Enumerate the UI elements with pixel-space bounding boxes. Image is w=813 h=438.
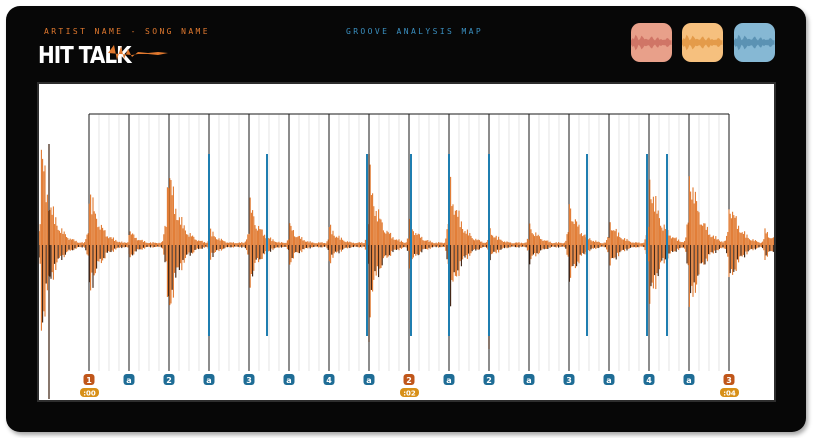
waveform-thumb-icon [734, 34, 775, 51]
time-label-text: :04 [723, 390, 736, 398]
thumbnail-blue[interactable] [734, 23, 775, 62]
beat-marker-6[interactable]: 4 [323, 374, 335, 385]
beat-marker-label: a [686, 376, 691, 385]
beat-marker-label: a [526, 376, 531, 385]
waveform-thumb-icon [631, 34, 672, 51]
thumbnail-orange[interactable] [682, 23, 723, 62]
audio-waveform [39, 144, 774, 399]
beat-marker-14[interactable]: 4 [643, 374, 655, 385]
time-label-text: :00 [83, 390, 96, 398]
beat-marker-3[interactable]: a [203, 374, 215, 385]
beat-marker-label: a [606, 376, 611, 385]
time-label-text: :02 [403, 390, 416, 398]
beat-marker-row: 1 a 2 a 3 a 4 a 2 a 2 a 3 a 4 a 3 [83, 374, 735, 385]
logo-wave-icon [108, 45, 168, 60]
beat-marker-label: a [126, 376, 131, 385]
beat-marker-label: 3 [566, 376, 572, 385]
beat-marker-13[interactable]: a [603, 374, 615, 385]
beat-marker-0[interactable]: 1 [83, 374, 95, 385]
waveform-thumb-icon [682, 34, 723, 51]
beat-marker-15[interactable]: a [683, 374, 695, 385]
beat-marker-label: 4 [326, 376, 332, 385]
groove-map-svg: 1 a 2 a 3 a 4 a 2 a 2 a 3 a 4 a 3 :00 :02 :04 [39, 113, 774, 399]
hit-lines [208, 154, 668, 336]
beat-marker-label: 1 [86, 376, 92, 385]
beat-marker-label: 2 [166, 376, 172, 385]
beat-marker-label: 2 [486, 376, 492, 385]
groove-map-panel: 1 a 2 a 3 a 4 a 2 a 2 a 3 a 4 a 3 :00 :02 :04 [37, 82, 776, 402]
artist-song-title: ARTIST NAME - SONG NAME [44, 27, 210, 36]
beat-marker-label: 4 [646, 376, 652, 385]
beat-marker-7[interactable]: a [363, 374, 375, 385]
beat-marker-12[interactable]: 3 [563, 374, 575, 385]
beat-marker-label: a [446, 376, 451, 385]
beat-marker-label: a [206, 376, 211, 385]
beat-marker-10[interactable]: 2 [483, 374, 495, 385]
time-labels: :00 :02 :04 [80, 388, 739, 398]
time-label-0: :00 [80, 388, 99, 398]
time-label-1: :02 [400, 388, 419, 398]
groove-analysis-title: GROOVE ANALYSIS MAP [346, 27, 484, 36]
beat-marker-11[interactable]: a [523, 374, 535, 385]
sub-gridlines [98, 114, 720, 371]
beat-marker-16[interactable]: 3 [723, 374, 735, 385]
thumbnail-red[interactable] [631, 23, 672, 62]
beat-marker-5[interactable]: a [283, 374, 295, 385]
beat-marker-4[interactable]: 3 [243, 374, 255, 385]
beat-marker-label: 3 [726, 376, 732, 385]
beat-marker-9[interactable]: a [443, 374, 455, 385]
beat-marker-label: 3 [246, 376, 252, 385]
beat-marker-label: a [286, 376, 291, 385]
hit-talk-logo: HIT TALK [36, 38, 168, 69]
time-label-2: :04 [720, 388, 739, 398]
beat-marker-1[interactable]: a [123, 374, 135, 385]
beat-marker-2[interactable]: 2 [163, 374, 175, 385]
beat-marker-label: a [366, 376, 371, 385]
beat-marker-label: 2 [406, 376, 412, 385]
beat-marker-8[interactable]: 2 [403, 374, 415, 385]
